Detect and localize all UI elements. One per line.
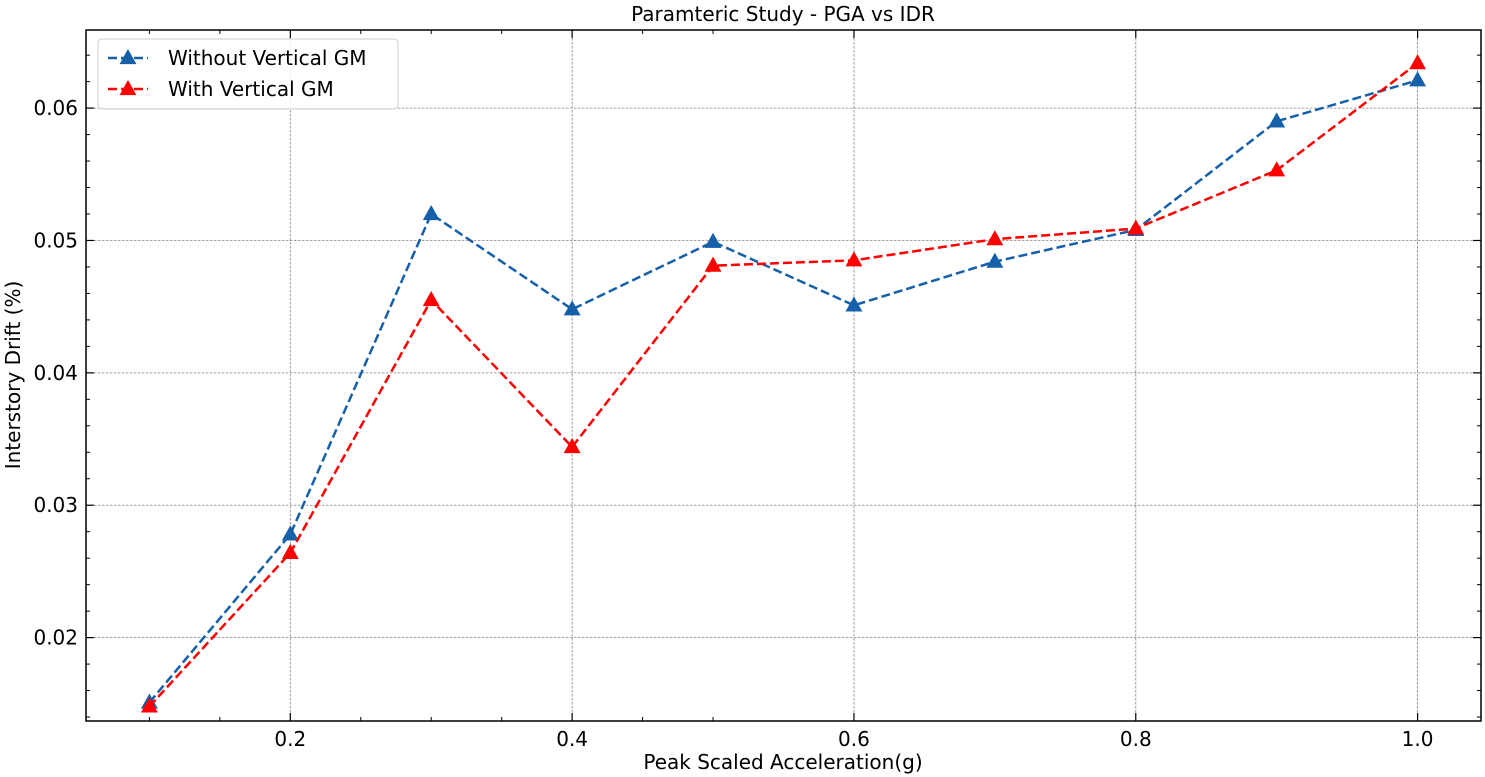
y-tick-label: 0.06 xyxy=(33,96,78,120)
legend-marker-1 xyxy=(119,79,137,96)
legend-label-1: With Vertical GM xyxy=(168,77,334,101)
x-tick-label: 0.6 xyxy=(838,727,870,751)
series-0-marker xyxy=(281,525,299,541)
y-tick-label: 0.04 xyxy=(33,361,78,385)
series-0-marker xyxy=(563,300,581,316)
series-0-marker xyxy=(1409,71,1427,87)
series-0-marker xyxy=(845,296,863,312)
series-1-marker xyxy=(845,251,863,267)
chart-title: Paramteric Study - PGA vs IDR xyxy=(631,2,935,26)
legend: Without Vertical GM With Vertical GM xyxy=(97,38,399,110)
x-tick-label: 0.8 xyxy=(1120,727,1152,751)
y-tick-label: 0.02 xyxy=(33,626,78,650)
series-layer xyxy=(140,54,1427,713)
y-tick-label: 0.03 xyxy=(33,493,78,517)
plot-frame xyxy=(85,29,1482,722)
series-line-1 xyxy=(148,62,1419,708)
legend-box xyxy=(97,38,399,110)
x-tick-label: 0.4 xyxy=(556,727,588,751)
series-1-marker xyxy=(140,697,158,713)
series-1-marker xyxy=(281,543,299,559)
series-1-marker xyxy=(1127,219,1145,235)
ticks: 0.2 0.4 0.6 0.8 1.0 0.02 0.03 0.04 0.05 0.06 xyxy=(33,30,1481,751)
series-0-marker xyxy=(986,252,1004,268)
x-tick-label: 0.2 xyxy=(274,727,306,751)
series-0-marker xyxy=(422,204,440,221)
series-1-marker xyxy=(704,256,722,272)
series-line-0 xyxy=(148,79,1418,704)
series-0-marker xyxy=(704,232,722,248)
series-1-marker xyxy=(1409,54,1427,70)
series-1-marker xyxy=(1268,161,1286,177)
series-1-marker xyxy=(422,291,440,307)
series-0-marker xyxy=(1268,112,1286,128)
y-tick-label: 0.05 xyxy=(33,228,78,252)
x-axis-label: Peak Scaled Acceleration(g) xyxy=(643,750,922,774)
series-1-marker xyxy=(986,230,1004,246)
series-1-marker xyxy=(563,437,581,454)
x-tick-label: 1.0 xyxy=(1402,727,1434,751)
legend-label-0: Without Vertical GM xyxy=(168,46,367,70)
legend-marker-0 xyxy=(119,48,137,65)
y-axis-label: Interstory Drift (%) xyxy=(1,281,25,470)
